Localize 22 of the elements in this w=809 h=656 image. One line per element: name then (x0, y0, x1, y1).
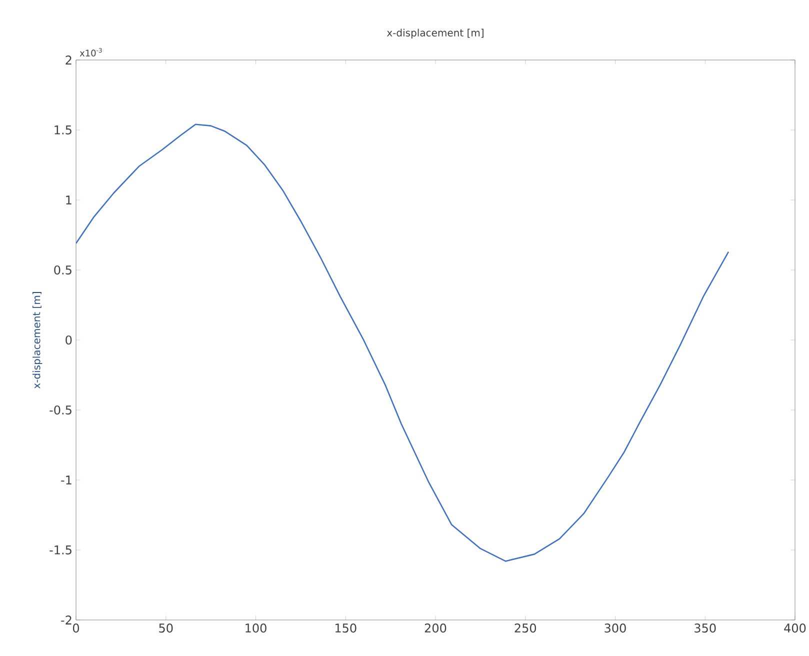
y-tick-label: -0.5 (50, 405, 72, 415)
text: x10$^{-3}$ (80, 48, 102, 56)
x-tick-label: 100 (246, 624, 266, 633)
y-tick-label: -1.5 (50, 546, 72, 554)
y-tick-label: 1 (66, 196, 72, 204)
x-tick-label: 350 (694, 624, 716, 633)
x-tick-label: 400 (784, 624, 806, 633)
x-tick-label: 200 (424, 624, 446, 633)
y-tick-label: 0 (66, 335, 72, 345)
y-tick-label: 1.5 (54, 126, 72, 134)
y-tick-label: -1 (61, 476, 72, 484)
x-tick-label: 300 (604, 624, 626, 633)
chart-title: x-displacement [m] (386, 28, 484, 38)
x-tick-label: 50 (159, 624, 173, 633)
y-tick-label: 0.5 (54, 265, 72, 275)
y-tick-label: 2 (66, 56, 72, 64)
y-tick-label: -2 (61, 616, 72, 624)
x-tick-label: 250 (514, 624, 536, 633)
x-tick-label: 0 (72, 624, 80, 633)
line-series (76, 124, 730, 562)
x-tick-label: 150 (335, 624, 356, 633)
y-axis-title: x-displacement [m] (32, 292, 42, 389)
